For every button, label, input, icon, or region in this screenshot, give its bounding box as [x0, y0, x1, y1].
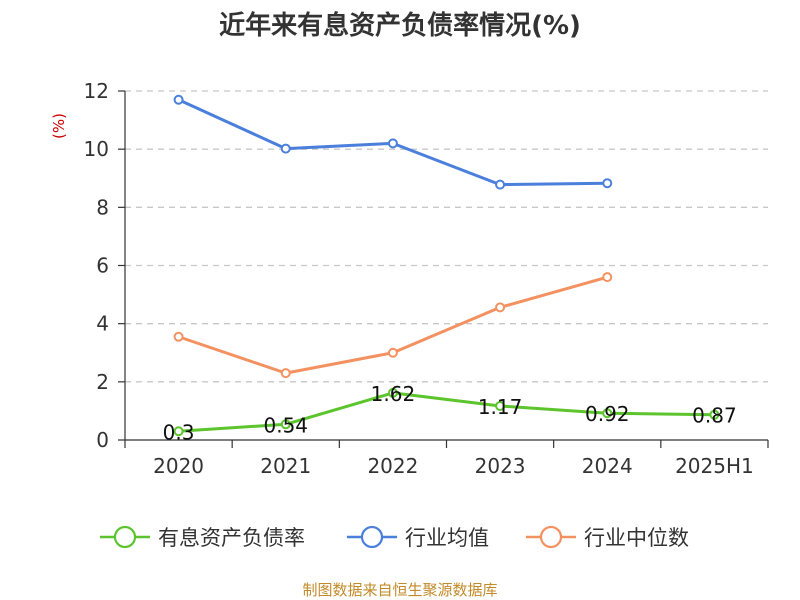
axes: 0 2 4 6 8 10 12 2020 2021 2022 2023 2024 2025H1: [84, 79, 769, 478]
data-point: [709, 409, 720, 420]
legend-label: 有息资产负债率: [158, 526, 305, 550]
y-tick-label: 10: [84, 137, 109, 161]
chart-title: 近年来有息资产负债率情况(%): [219, 10, 581, 41]
x-tick-label: 2022: [367, 454, 418, 478]
data-point: [280, 419, 291, 430]
data-label: 0.54: [263, 413, 308, 437]
series-3: [173, 272, 613, 379]
x-tick-label: 2021: [260, 454, 311, 478]
x-tick-label: 2025H1: [675, 454, 754, 478]
series-1: 0.3 0.54 1.62 1.17 0.92 0.87: [163, 382, 737, 444]
data-point: [173, 426, 184, 437]
data-point: [495, 179, 506, 190]
data-point: [173, 331, 184, 342]
legend: 有息资产负债率 行业均值 行业中位数: [100, 525, 689, 550]
data-label: 1.62: [371, 382, 416, 406]
y-tick-label: 0: [96, 428, 109, 452]
data-point: [602, 272, 613, 283]
data-point: [280, 368, 291, 379]
series-2: [173, 94, 613, 190]
legend-marker: [360, 525, 384, 549]
y-tick-label: 2: [96, 370, 109, 394]
data-label: 1.17: [478, 395, 523, 419]
y-tick-label: 12: [84, 79, 109, 103]
legend-marker: [113, 525, 137, 549]
data-label: 0.3: [163, 420, 195, 444]
series-line: [178, 391, 715, 433]
data-point: [387, 138, 398, 149]
data-label: 0.92: [585, 402, 630, 426]
source-note: 制图数据来自恒生聚源数据库: [302, 581, 497, 599]
data-point: [602, 408, 613, 419]
legend-label: 行业均值: [405, 526, 489, 550]
legend-item-2: 行业均值: [347, 525, 489, 550]
legend-marker: [539, 525, 563, 549]
legend-item-3: 行业中位数: [526, 525, 689, 550]
data-point: [387, 347, 398, 358]
x-tick-label: 2024: [582, 454, 633, 478]
data-point: [495, 302, 506, 313]
y-tick-label: 4: [96, 312, 109, 336]
data-point: [173, 94, 184, 105]
legend-label: 行业中位数: [584, 526, 689, 550]
y-axis-unit-label: (%): [50, 113, 68, 139]
data-label: 0.87: [692, 404, 737, 428]
legend-item-1: 有息资产负债率: [100, 525, 305, 550]
y-tick-label: 6: [96, 254, 109, 278]
y-tick-label: 8: [96, 195, 109, 219]
x-tick-label: 2023: [475, 454, 526, 478]
data-point: [495, 400, 506, 411]
series-layer: 0.3 0.54 1.62 1.17 0.92 0.87: [163, 94, 737, 444]
data-point: [280, 143, 291, 154]
grid-lines: [125, 90, 768, 383]
data-point: [602, 178, 613, 189]
series-line: [178, 275, 608, 375]
data-point: [387, 387, 398, 398]
x-tick-label: 2020: [153, 454, 204, 478]
